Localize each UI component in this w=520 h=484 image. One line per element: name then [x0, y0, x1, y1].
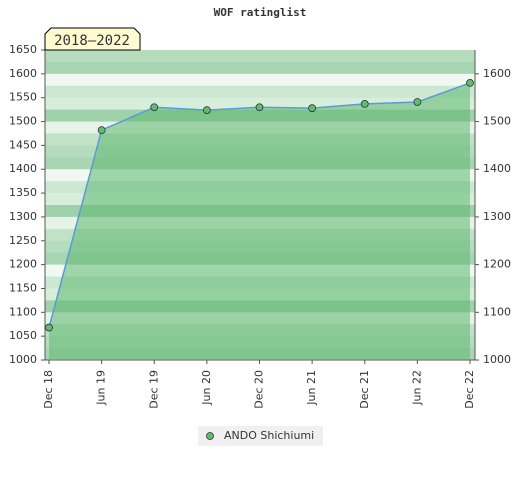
x-tick-label: Jun 19 — [95, 370, 108, 406]
y-tick-label: 1500 — [9, 115, 37, 128]
y-tick-label: 1000 — [9, 353, 37, 366]
y2-tick-label: 1300 — [483, 210, 511, 223]
y2-tick-label: 1200 — [483, 258, 511, 271]
x-tick-label: Jun 22 — [410, 370, 423, 406]
stripe — [45, 50, 475, 63]
marker — [413, 98, 422, 106]
y-tick-label: 1600 — [9, 67, 37, 80]
marker — [466, 79, 474, 87]
x-tick-label: Dec 21 — [358, 370, 371, 409]
y-tick-label: 1200 — [9, 258, 37, 271]
legend-box — [198, 426, 323, 446]
area — [49, 82, 470, 361]
y2-tick-label: 1500 — [483, 115, 511, 128]
marker — [308, 104, 317, 113]
badge-text: 2018–2022 — [54, 33, 130, 49]
legend-label: ANDO Shichiumi — [224, 429, 314, 442]
stripe — [45, 85, 475, 99]
marker — [97, 126, 106, 135]
y-tick-label: 1650 — [9, 43, 37, 56]
stripe — [45, 61, 475, 75]
marker — [150, 103, 159, 112]
marker — [45, 323, 53, 332]
stripe — [45, 73, 475, 87]
chart-title: WOF ratinglist — [214, 6, 307, 19]
y-tick-label: 1300 — [9, 210, 37, 223]
marker — [202, 106, 211, 114]
x-tick-label: Dec 19 — [147, 370, 160, 409]
badge-box — [44, 27, 141, 51]
x-tick-label: Jun 20 — [200, 370, 213, 406]
y-tick-label: 1100 — [9, 305, 37, 318]
y-tick-label: 1150 — [9, 281, 37, 294]
x-tick-label: Dec 18 — [42, 370, 55, 409]
y-tick-label: 1550 — [9, 91, 37, 104]
legend-marker — [206, 432, 214, 440]
marker — [255, 103, 264, 112]
x-tick-label: Dec 20 — [253, 370, 266, 409]
y2-tick-label: 1600 — [483, 67, 511, 80]
y-tick-label: 1050 — [9, 329, 37, 342]
y-tick-label: 1400 — [9, 162, 37, 175]
marker — [360, 99, 369, 108]
y2-tick-label: 1400 — [483, 162, 511, 175]
y2-tick-label: 1100 — [483, 305, 511, 318]
x-tick-label: Dec 22 — [463, 370, 476, 409]
y-tick-label: 1350 — [9, 186, 37, 199]
y2-tick-label: 1000 — [483, 353, 511, 366]
x-tick-label: Jun 21 — [305, 370, 318, 406]
y-tick-label: 1450 — [9, 138, 37, 151]
y-tick-label: 1250 — [9, 234, 37, 247]
